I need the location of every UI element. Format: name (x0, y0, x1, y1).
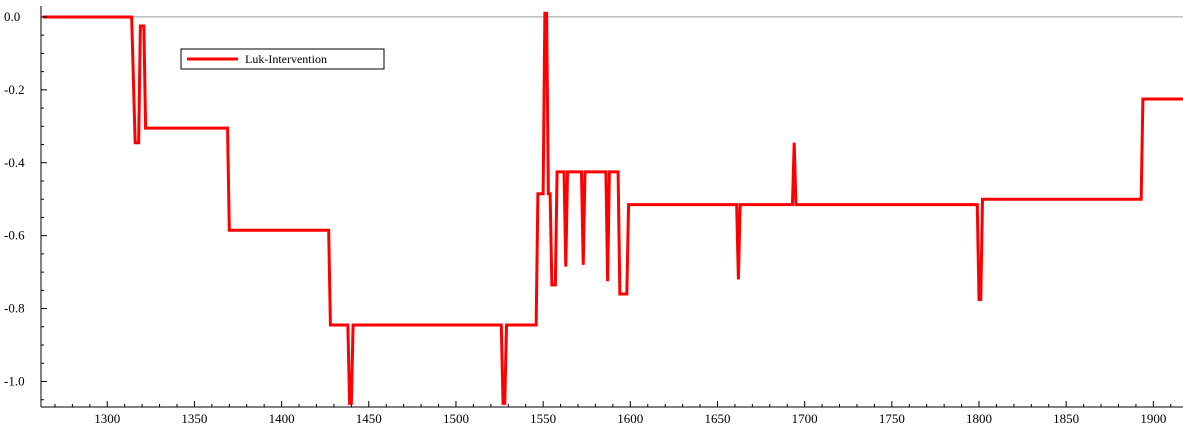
y-tick-label-4: -0.8 (4, 301, 25, 316)
y-axis: 0.0 -0.2 -0.4 -0.6 -0.8 -1.0 (4, 9, 47, 401)
x-axis: 1300 1350 1400 1450 1500 1550 1600 1650 1700 1750… (54, 401, 1172, 426)
x-tick-label-1300: 1300 (94, 411, 120, 426)
x-tick-label-1450: 1450 (356, 411, 382, 426)
y-tick-label-1: -0.2 (4, 82, 25, 97)
series-layer (42, 11, 1183, 405)
y-tick-label-3: -0.6 (4, 228, 25, 243)
x-tick-label-1850: 1850 (1053, 411, 1079, 426)
x-tick-label-1900: 1900 (1140, 411, 1166, 426)
y-tick-label-0: 0.0 (4, 9, 20, 24)
x-tick-label-1400: 1400 (269, 411, 295, 426)
x-tick-label-1700: 1700 (792, 411, 818, 426)
x-tick-label-1350: 1350 (181, 411, 207, 426)
x-tick-label-1750: 1750 (879, 411, 905, 426)
x-tick-label-1550: 1550 (530, 411, 556, 426)
y-tick-label-2: -0.4 (4, 155, 25, 170)
legend: Luk-Intervention (180, 48, 385, 70)
y-tick-label-5: -1.0 (4, 373, 25, 388)
x-tick-label-1500: 1500 (443, 411, 469, 426)
plot-frame (40, 6, 1183, 408)
x-tick-label-1800: 1800 (966, 411, 992, 426)
legend-entry-luk-intervention: Luk-Intervention (245, 52, 327, 66)
legend-box (180, 48, 385, 70)
x-tick-label-1600: 1600 (617, 411, 643, 426)
x-tick-label-1650: 1650 (704, 411, 730, 426)
series-line-0 (42, 11, 1183, 405)
